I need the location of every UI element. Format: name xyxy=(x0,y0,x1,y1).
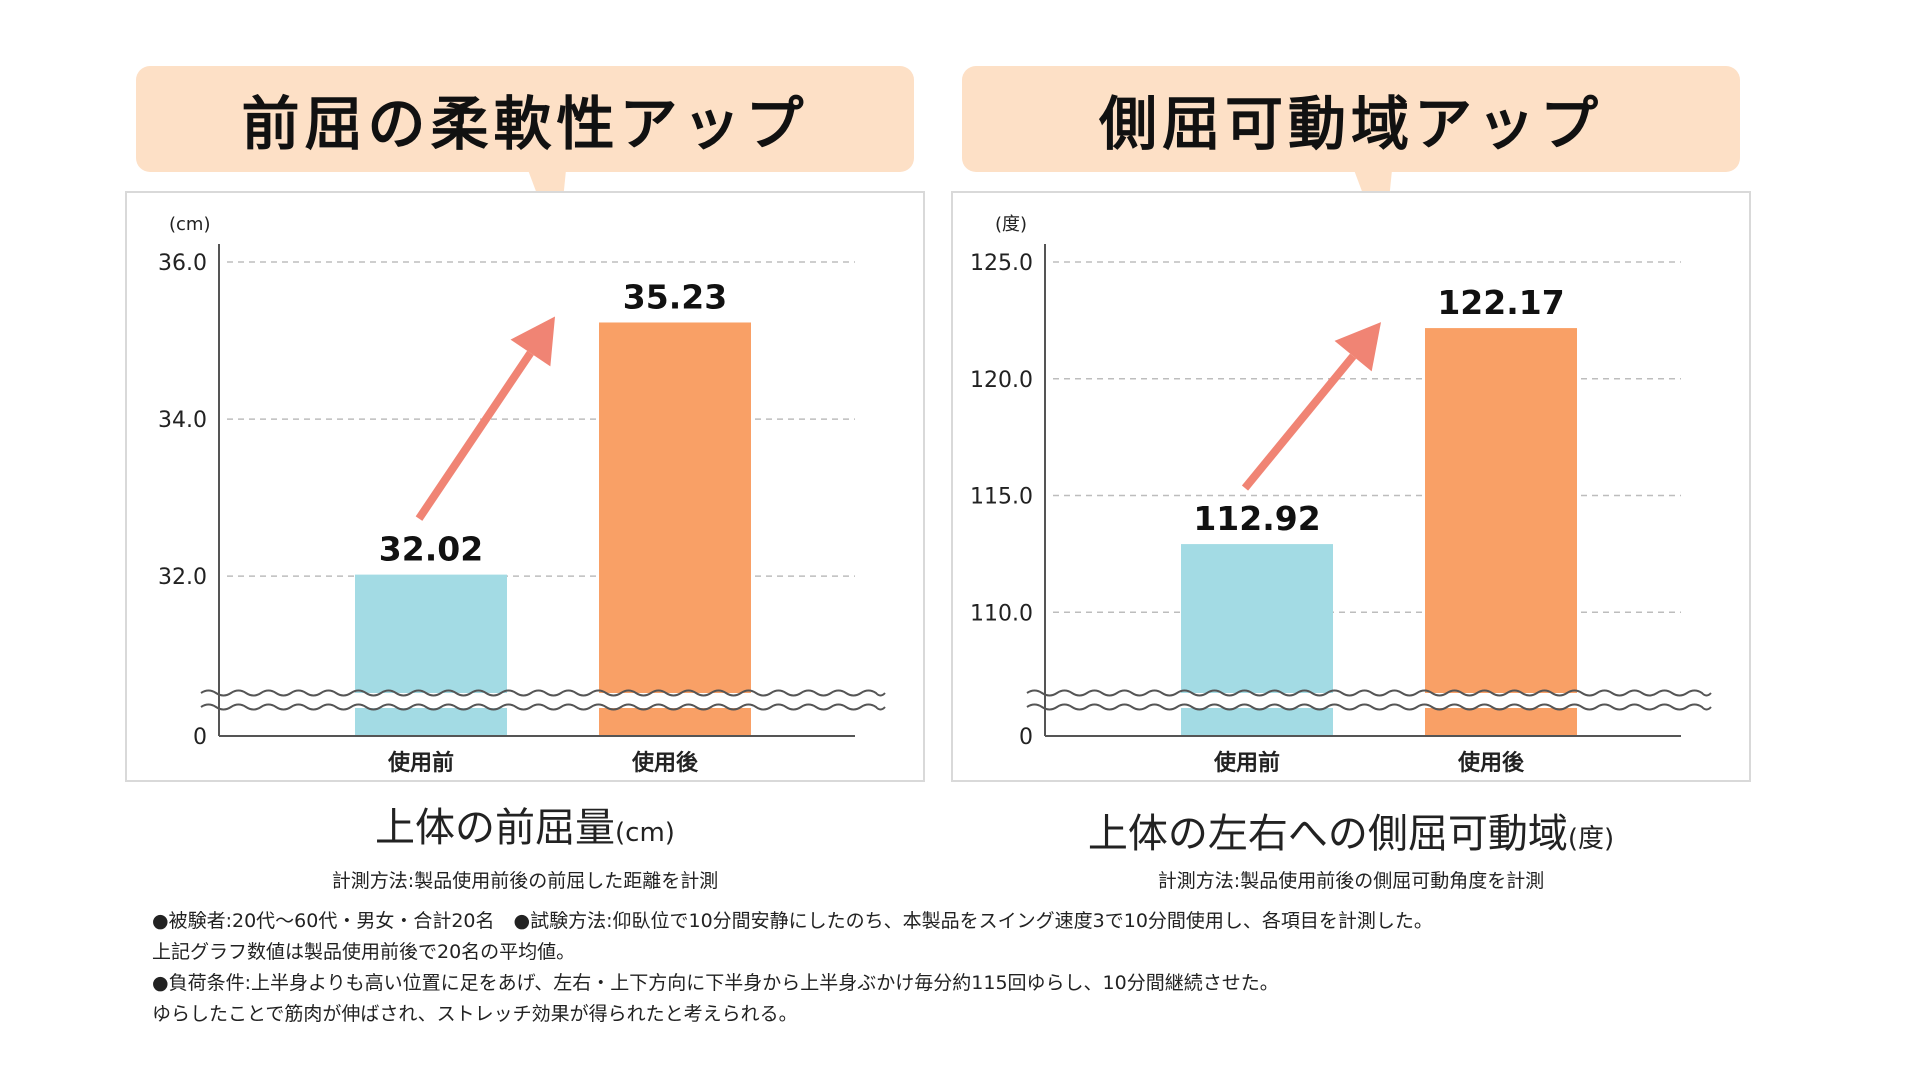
ytick-label: 110.0 xyxy=(970,601,1033,626)
axis-break-line xyxy=(200,689,886,697)
bar xyxy=(599,322,751,736)
chart-frame xyxy=(951,191,1751,782)
axis-break-line xyxy=(200,703,886,711)
increase-arrow-shaft xyxy=(1241,353,1357,491)
axis-break-band xyxy=(1027,693,1711,708)
ytick-zero: 0 xyxy=(193,725,207,750)
banner-title: 側屈可動域アップ xyxy=(1098,90,1603,158)
axis-break-band xyxy=(201,693,885,708)
ytick-zero: 0 xyxy=(1019,725,1033,750)
chart-subtitle: 上体の前屈量(cm) xyxy=(375,805,675,851)
data-label: 112.92 xyxy=(1193,499,1320,538)
bar xyxy=(1425,328,1577,736)
ytick-label: 120.0 xyxy=(970,368,1033,393)
method-text: 計測方法:製品使用前後の前屈した距離を計測 xyxy=(331,870,719,892)
axis-break-line xyxy=(1026,703,1712,711)
data-label: 35.23 xyxy=(623,277,727,316)
ytick-label: 34.0 xyxy=(158,408,207,433)
category-label: 使用前 xyxy=(1213,750,1280,776)
increase-arrow-head xyxy=(510,316,555,367)
unit-label: (cm) xyxy=(169,214,210,235)
notes: ●被験者:20代〜60代・男女・合計20名 ●試験方法:仰臥位で10分間安静にし… xyxy=(152,906,1433,1030)
category-label: 使用前 xyxy=(387,750,454,776)
banner-title: 前屈の柔軟性アップ xyxy=(241,90,809,158)
ytick-label: 115.0 xyxy=(970,485,1033,510)
chart-frame xyxy=(125,191,925,782)
category-label: 使用後 xyxy=(631,750,699,776)
ytick-label: 32.0 xyxy=(158,565,207,590)
category-label: 使用後 xyxy=(1457,750,1525,776)
data-label: 32.02 xyxy=(379,530,483,569)
ytick-label: 125.0 xyxy=(970,251,1033,276)
data-label: 122.17 xyxy=(1437,283,1564,322)
chart-subtitle: 上体の左右への側屈可動域(度) xyxy=(1087,811,1615,857)
unit-label: (度) xyxy=(995,214,1027,235)
note-line: ●負荷条件:上半身よりも高い位置に足をあげ、左右・上下方向に下半身から上半身ぶか… xyxy=(152,972,1279,994)
axis-break-line xyxy=(1026,689,1712,697)
ytick-label: 36.0 xyxy=(158,251,207,276)
increase-arrow-shaft xyxy=(415,350,534,521)
increase-arrow-head xyxy=(1334,322,1381,372)
note-line: 上記グラフ数値は製品使用前後で20名の平均値。 xyxy=(152,941,576,963)
method-text: 計測方法:製品使用前後の側屈可動角度を計測 xyxy=(1157,870,1545,892)
note-line: ゆらしたことで筋肉が伸ばされ、ストレッチ効果が得られたと考えられる。 xyxy=(152,1003,798,1025)
banner-side-bend: 側屈可動域アップ xyxy=(962,66,1740,172)
note-line: ●被験者:20代〜60代・男女・合計20名 ●試験方法:仰臥位で10分間安静にし… xyxy=(152,910,1433,932)
banner-flexibility: 前屈の柔軟性アップ xyxy=(136,66,914,172)
